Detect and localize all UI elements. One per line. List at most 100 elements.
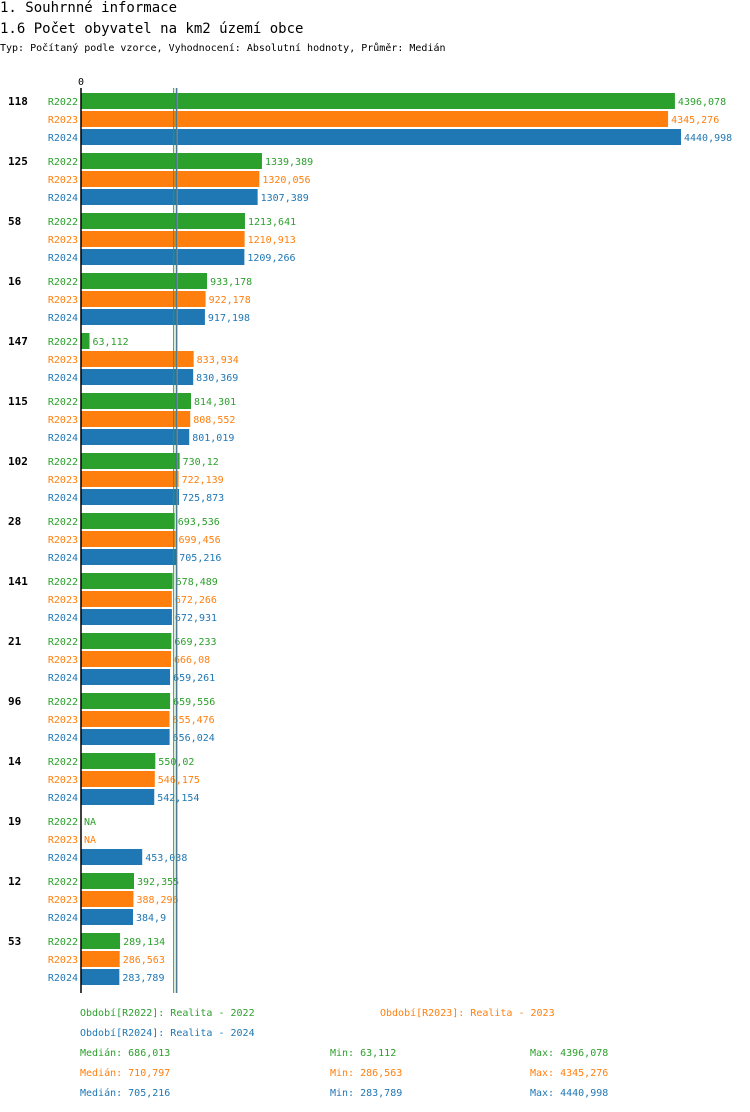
bar [81, 711, 170, 727]
series-label: R2022 [48, 517, 78, 528]
legend-period-r2022: Období[R2022]: Realita - 2022 [80, 1008, 255, 1019]
series-label: R2023 [48, 655, 78, 666]
category-label: 102 [8, 455, 28, 468]
bar [81, 489, 180, 505]
bar [81, 291, 206, 307]
bar [81, 429, 190, 445]
series-label: R2023 [48, 535, 78, 546]
data-label: 705,216 [179, 553, 221, 564]
chart-subtitle: Typ: Počítaný podle vzorce, Vyhodnocení:… [0, 43, 446, 54]
series-label: R2023 [48, 115, 78, 126]
bar [81, 651, 171, 667]
median-r2023: Medián: 710,797 [80, 1068, 171, 1079]
data-label: 722,139 [182, 475, 224, 486]
data-label: 4440,998 [684, 133, 732, 144]
data-label: 1339,389 [265, 157, 313, 168]
bar [81, 273, 208, 289]
bar [81, 591, 172, 607]
category-label: 14 [8, 755, 22, 768]
data-label: 669,233 [174, 637, 216, 648]
bar [81, 753, 156, 769]
bar [81, 411, 191, 427]
bar [81, 393, 192, 409]
bar [81, 849, 143, 865]
series-label: R2024 [48, 793, 78, 804]
data-label: 730,12 [183, 457, 219, 468]
series-label: R2024 [48, 913, 78, 924]
bar [81, 789, 155, 805]
bar [81, 531, 176, 547]
data-label: 814,301 [194, 397, 236, 408]
series-label: R2024 [48, 313, 78, 324]
data-label: 725,873 [182, 493, 224, 504]
data-label: 699,456 [178, 535, 220, 546]
max-r2022: Max: 4396,078 [530, 1048, 609, 1059]
data-label: 4396,078 [678, 97, 726, 108]
data-label: 655,476 [173, 715, 215, 726]
data-label: NA [84, 817, 96, 828]
category-label: 115 [8, 395, 28, 408]
category-label: 53 [8, 935, 21, 948]
series-label: R2022 [48, 697, 78, 708]
min-r2022: Min: 63,112 [330, 1048, 397, 1059]
series-label: R2024 [48, 553, 78, 564]
data-label: 388,296 [136, 895, 178, 906]
data-label: 656,024 [173, 733, 215, 744]
data-label: 672,266 [175, 595, 217, 606]
series-label: R2024 [48, 733, 78, 744]
category-label: 96 [8, 695, 22, 708]
series-label: R2024 [48, 133, 78, 144]
bar [81, 471, 179, 487]
data-label: NA [84, 835, 96, 846]
bar [81, 693, 171, 709]
section-title: 1. Souhrnné informace [0, 0, 178, 16]
data-label: 678,489 [176, 577, 218, 588]
bar [81, 873, 135, 889]
category-label: 147 [8, 335, 28, 348]
series-label: R2022 [48, 337, 78, 348]
data-label: 1210,913 [248, 235, 296, 246]
bar [81, 729, 170, 745]
bar [81, 933, 121, 949]
bar [81, 153, 262, 169]
data-label: 917,198 [208, 313, 250, 324]
bar [81, 213, 245, 229]
series-label: R2024 [48, 373, 78, 384]
data-label: 833,934 [197, 355, 239, 366]
data-label: 693,536 [178, 517, 220, 528]
series-label: R2023 [48, 235, 78, 246]
series-label: R2022 [48, 457, 78, 468]
series-label: R2024 [48, 493, 78, 504]
data-label: 801,019 [192, 433, 234, 444]
series-label: R2024 [48, 193, 78, 204]
min-r2024: Min: 283,789 [330, 1088, 403, 1099]
data-label: 922,178 [209, 295, 251, 306]
bar [81, 351, 194, 367]
bar [81, 309, 205, 325]
data-label: 283,789 [122, 973, 164, 984]
category-label: 118 [8, 95, 28, 108]
bar-chart: 0 118 R2022 4396,078 R2023 4345,276 R2024 4440,… [8, 77, 732, 993]
series-label: R2024 [48, 973, 78, 984]
bar [81, 771, 155, 787]
data-label: 1213,641 [248, 217, 296, 228]
bar [81, 129, 681, 145]
median-r2022: Medián: 686,013 [80, 1048, 171, 1059]
data-label: 1320,056 [262, 175, 310, 186]
series-label: R2023 [48, 835, 78, 846]
series-label: R2023 [48, 415, 78, 426]
series-label: R2022 [48, 937, 78, 948]
bar [81, 369, 194, 385]
bar [81, 669, 171, 685]
legend-period-r2023: Období[R2023]: Realita - 2023 [380, 1008, 555, 1019]
bar [81, 513, 175, 529]
median-r2024: Medián: 705,216 [80, 1088, 171, 1099]
bar [81, 951, 120, 967]
series-label: R2023 [48, 175, 78, 186]
series-label: R2022 [48, 877, 78, 888]
category-label: 16 [8, 275, 22, 288]
bar [81, 249, 245, 265]
series-label: R2023 [48, 595, 78, 606]
bar [81, 453, 180, 469]
bar [81, 609, 172, 625]
